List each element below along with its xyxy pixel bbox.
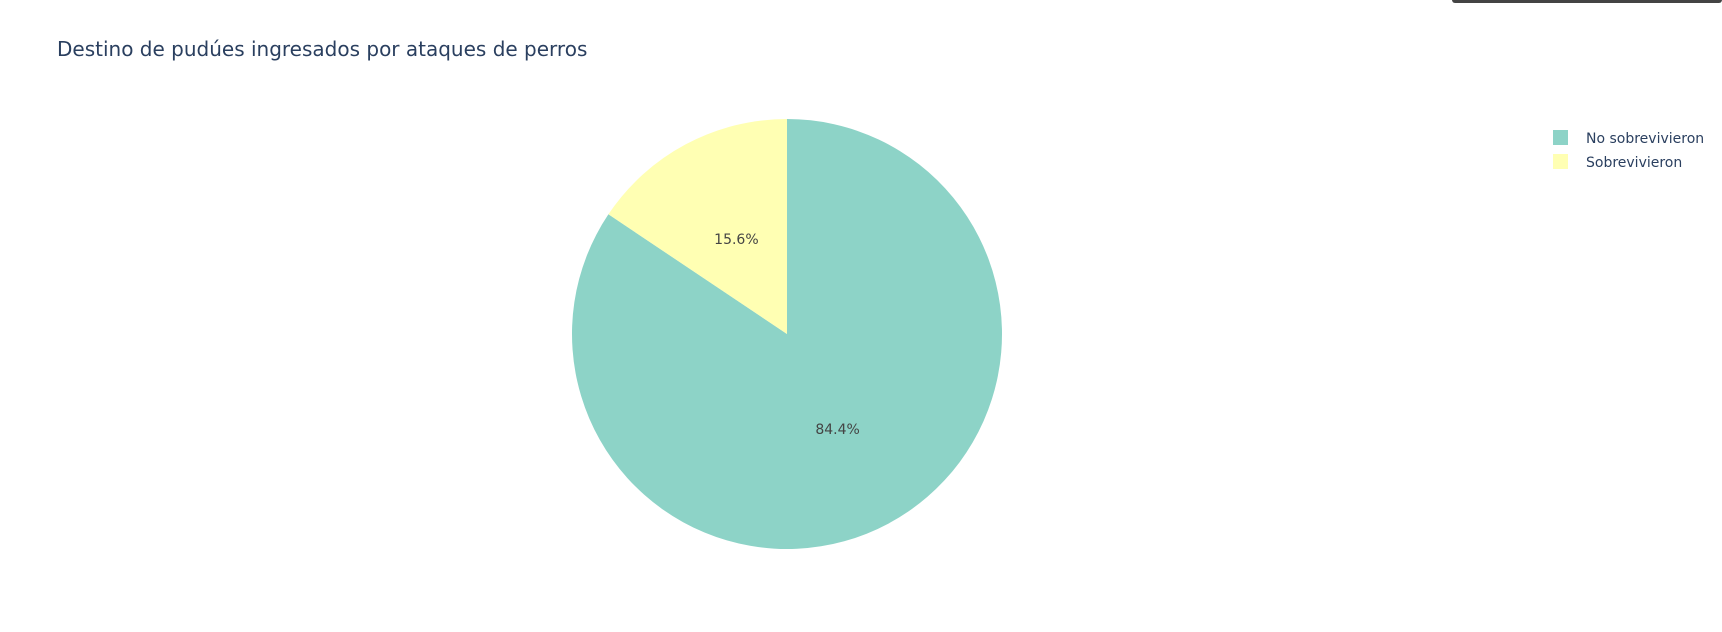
legend-item-2[interactable]: Sobrevivieron	[1553, 154, 1682, 171]
modebar-edge	[1452, 0, 1722, 3]
legend-swatch-2	[1553, 154, 1568, 169]
slice-labels: 84.4% 15.6%	[714, 232, 860, 438]
chart-title: Destino de pudúes ingresados por ataques…	[57, 37, 587, 61]
legend-item-1[interactable]: No sobrevivieron	[1553, 130, 1704, 147]
legend-label-1: No sobrevivieron	[1586, 131, 1704, 147]
legend[interactable]: No sobrevivieron Sobrevivieron	[1553, 130, 1704, 171]
pie-slices	[572, 119, 1002, 549]
legend-label-2: Sobrevivieron	[1586, 155, 1682, 171]
slice-label-2: 15.6%	[714, 232, 758, 248]
slice-label-1: 84.4%	[815, 422, 859, 438]
legend-swatch-1	[1553, 130, 1568, 145]
pie-slice-2[interactable]	[608, 119, 787, 334]
